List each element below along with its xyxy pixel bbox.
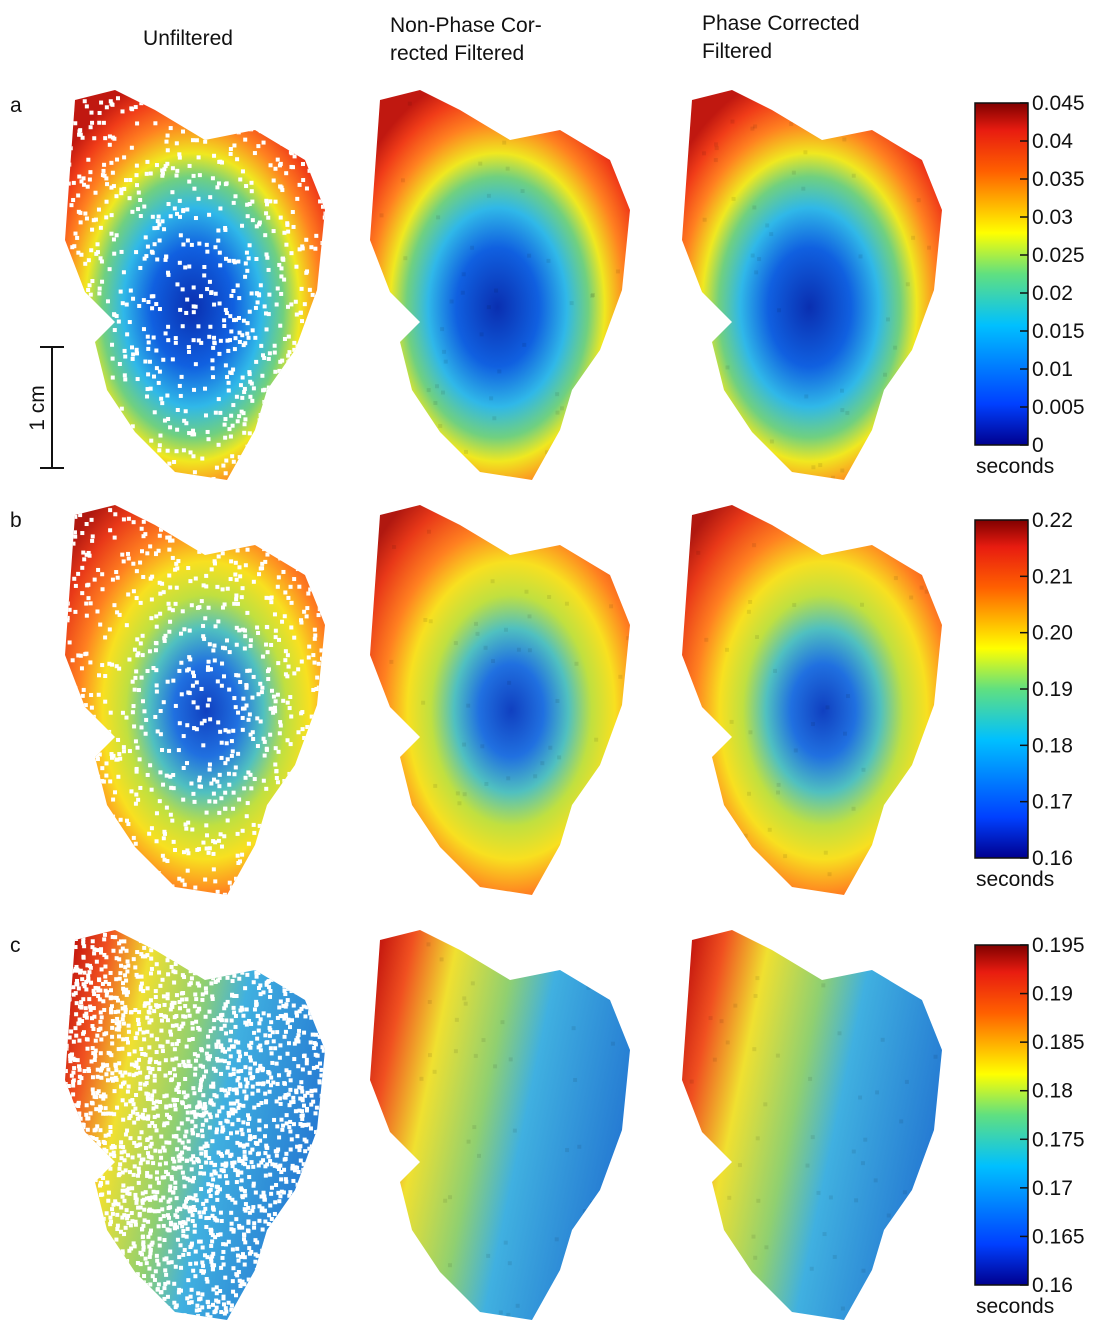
column-header: Filtered [702,40,772,63]
tick-label: 0.175 [1032,1128,1085,1151]
tick-label: 0.03 [1032,206,1073,229]
tick-label: 0.01 [1032,358,1073,381]
tick-label: 0.005 [1032,396,1085,419]
unit-label: seconds [976,455,1054,478]
map-panel [672,90,947,485]
tick-label: 0.20 [1032,622,1073,645]
tick-label: 0.195 [1032,934,1085,957]
row-label: b [10,509,22,532]
tick-label: 0.22 [1032,509,1073,532]
column-header: Unfiltered [143,27,233,50]
tick-label: 0.02 [1032,282,1073,305]
tick-label: 0.18 [1032,1080,1073,1103]
unit-label: seconds [976,868,1054,891]
map-panel [55,930,334,1322]
tick-label: 0.16 [1032,847,1073,870]
tick-label: 0.04 [1032,130,1073,153]
map-panel [55,505,334,904]
column-header: Non-Phase Cor- [390,14,542,37]
tick-label: 0 [1032,434,1044,457]
tick-label: 0.16 [1032,1274,1073,1297]
tick-label: 0.015 [1032,320,1085,343]
tick-label: 0.165 [1032,1225,1085,1248]
maps [55,90,950,1322]
row-label: a [10,94,22,117]
map-panel [55,90,334,488]
tick-label: 0.21 [1032,565,1073,588]
colorbar [975,103,1028,445]
unit-label: seconds [976,1295,1054,1318]
tick-label: 0.17 [1032,791,1073,814]
tick-label: 0.045 [1032,92,1085,115]
row-label: c [10,934,21,957]
colorbar [975,945,1028,1285]
tick-label: 0.025 [1032,244,1085,267]
tick-label: 0.19 [1032,983,1073,1006]
tick-label: 0.19 [1032,678,1073,701]
figure: Unfiltered Non-Phase Cor- rected Filtere… [0,0,1104,1322]
colorbars: 0 0.005 0.01 0.015 0.02 0.025 0.03 0.035 0.04 0.0… [975,92,1085,1318]
scale-label: 1 cm [26,385,49,431]
tick-label: 0.18 [1032,734,1073,757]
map-panel [360,930,637,1322]
column-headers: Unfiltered Non-Phase Cor- rected Filtere… [143,12,860,65]
map-panel [672,930,947,1322]
map-panel [360,505,638,903]
tick-label: 0.185 [1032,1031,1085,1054]
tick-label: 0.17 [1032,1177,1073,1200]
tick-label: 0.035 [1032,168,1085,191]
map-panel [360,90,636,485]
column-header: rected Filtered [390,42,524,65]
map-panel [672,505,950,904]
column-header: Phase Corrected [702,12,860,35]
